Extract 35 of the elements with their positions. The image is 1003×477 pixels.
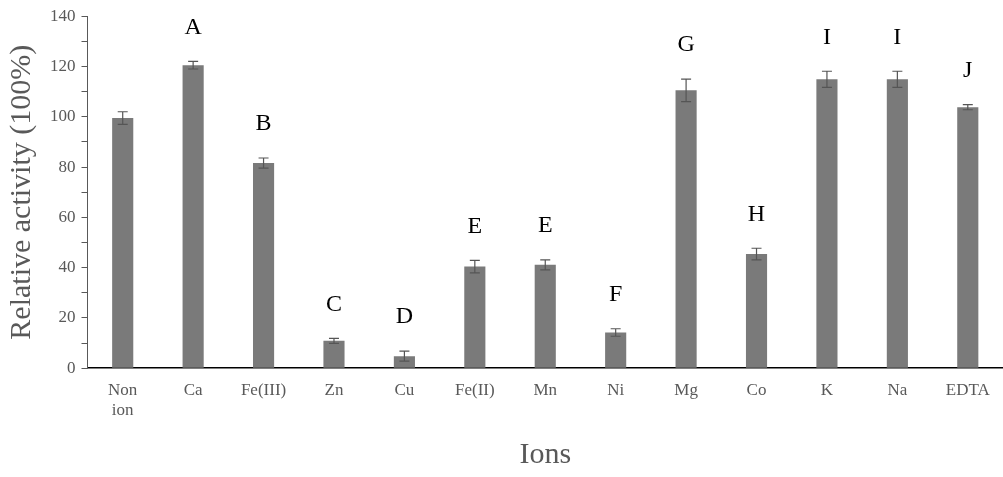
x-tick-label: Non ion <box>108 379 138 420</box>
y-tick-label: 120 <box>50 55 76 75</box>
data-label: J <box>963 56 973 82</box>
data-label: F <box>608 280 623 307</box>
x-tick-label: Na <box>887 379 908 399</box>
y-tick-label: 100 <box>50 106 76 126</box>
data-label: E <box>467 211 483 238</box>
x-tick-label: EDTA <box>945 379 991 399</box>
y-tick-label: 40 <box>58 257 76 277</box>
x-axis-title: Ions <box>519 435 572 469</box>
data-label: B <box>255 109 272 136</box>
y-tick-label: 0 <box>67 357 76 377</box>
x-tick-label: Mg <box>674 379 699 399</box>
data-label: A <box>184 12 203 39</box>
y-tick-label: 20 <box>58 307 76 327</box>
x-tick-label: Ni <box>607 379 625 399</box>
data-label: I <box>893 22 902 49</box>
x-tick-label: Zn <box>324 379 344 399</box>
y-tick-label: 140 <box>50 5 76 25</box>
data-label: G <box>677 30 695 57</box>
data-label: H <box>747 199 766 226</box>
data-label: I <box>822 22 831 49</box>
x-tick-label: Fe(II) <box>455 379 495 399</box>
y-axis-title: Relative activity (100%) <box>2 44 37 340</box>
x-tick-label: Ca <box>183 379 204 399</box>
x-tick-label: Mn <box>533 379 558 399</box>
x-tick-label: K <box>820 379 834 399</box>
x-tick-label: Fe(III) <box>240 379 287 399</box>
x-tick-label: Cu <box>394 379 415 399</box>
data-label: C <box>325 289 342 316</box>
data-label: D <box>395 302 414 329</box>
x-tick-label: Co <box>746 379 767 399</box>
data-label: E <box>537 211 553 238</box>
y-tick-label: 80 <box>58 156 76 176</box>
y-tick-label: 60 <box>58 206 76 226</box>
